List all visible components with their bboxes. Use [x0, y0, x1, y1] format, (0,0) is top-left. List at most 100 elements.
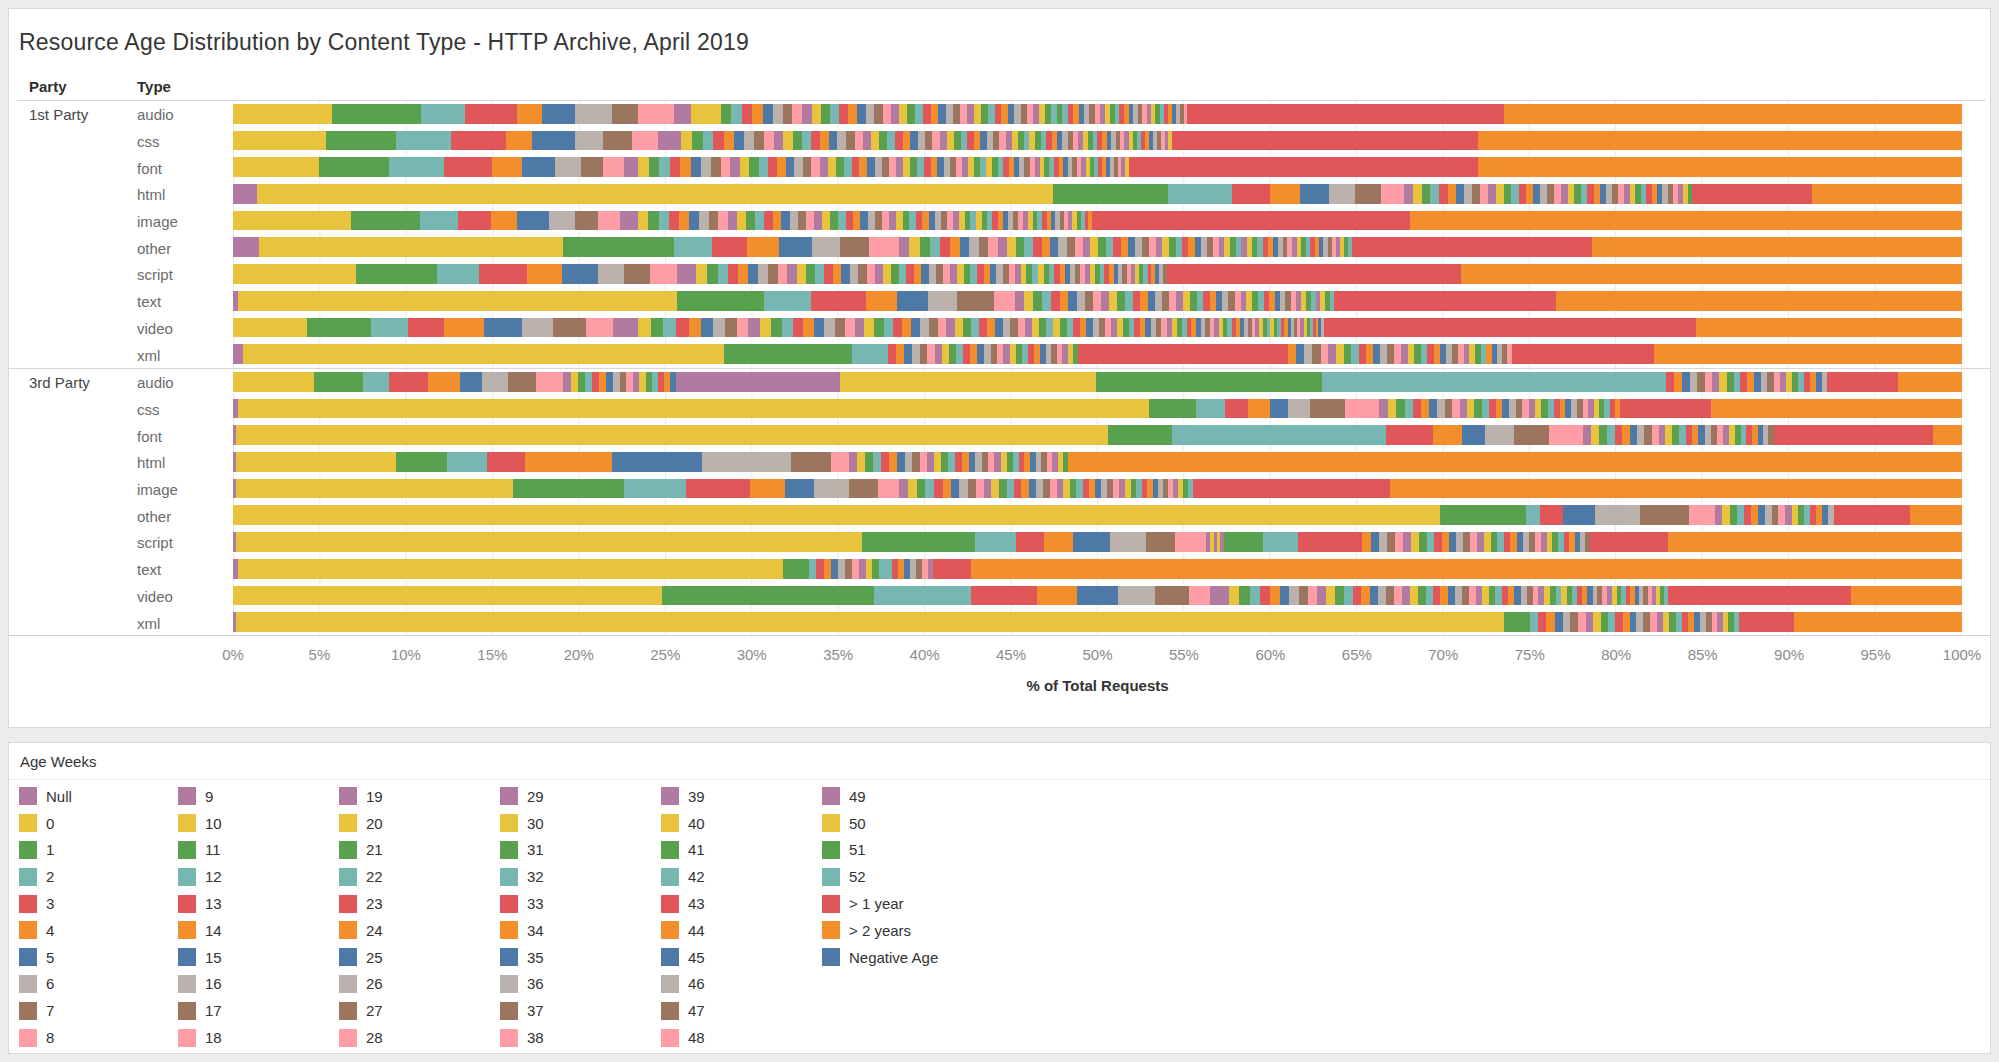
bar-segment[interactable]: [846, 131, 854, 151]
bar-segment[interactable]: [1060, 318, 1067, 338]
bar-segment[interactable]: [1039, 318, 1046, 338]
bar-segment[interactable]: [1404, 184, 1413, 204]
bar-segment[interactable]: [1898, 372, 1962, 392]
bar-segment[interactable]: [586, 318, 614, 338]
bar-segment[interactable]: [709, 211, 719, 231]
bar-segment[interactable]: [1504, 184, 1512, 204]
bar-segment[interactable]: [1456, 184, 1464, 204]
bar-segment[interactable]: [1502, 399, 1509, 419]
legend-item[interactable]: 26: [339, 971, 383, 998]
bar-segment[interactable]: [1033, 291, 1042, 311]
bar-segment[interactable]: [1335, 586, 1344, 606]
bar-segment[interactable]: [857, 104, 866, 124]
bar-segment[interactable]: [963, 344, 970, 364]
bar-segment[interactable]: [971, 318, 979, 338]
bar-segment[interactable]: [1463, 532, 1470, 552]
bar-segment[interactable]: [689, 318, 701, 338]
bar-segment[interactable]: [938, 104, 945, 124]
bar-segment[interactable]: [1042, 291, 1051, 311]
bar-segment[interactable]: [1370, 586, 1378, 606]
bar-segment[interactable]: [1758, 505, 1765, 525]
bar-segment[interactable]: [787, 264, 796, 284]
bar-segment[interactable]: [1037, 586, 1077, 606]
bar-segment[interactable]: [897, 452, 905, 472]
bar-segment[interactable]: [1190, 291, 1197, 311]
bar-segment[interactable]: [1665, 425, 1672, 445]
legend-item[interactable]: 18: [178, 1024, 222, 1051]
bar-segment[interactable]: [1526, 184, 1533, 204]
bar-segment[interactable]: [1469, 586, 1476, 606]
bar-segment[interactable]: [1373, 344, 1380, 364]
bar-segment[interactable]: [811, 157, 819, 177]
bar-segment[interactable]: [984, 479, 992, 499]
bar-segment[interactable]: [1595, 505, 1640, 525]
bar-segment[interactable]: [887, 131, 895, 151]
bar-segment[interactable]: [1445, 399, 1453, 419]
bar-segment[interactable]: [1058, 237, 1066, 257]
bar-segment[interactable]: [1705, 372, 1712, 392]
bar-segment[interactable]: [585, 372, 592, 392]
bar-segment[interactable]: [746, 211, 755, 231]
legend-item[interactable]: 41: [661, 837, 705, 864]
bar-segment[interactable]: [1010, 318, 1017, 338]
bar-segment[interactable]: [849, 452, 857, 472]
bar-segment[interactable]: [1509, 399, 1516, 419]
bar-segment[interactable]: [785, 479, 814, 499]
bar-segment[interactable]: [950, 264, 957, 284]
bar-segment[interactable]: [1578, 612, 1586, 632]
bar-segment[interactable]: [620, 211, 637, 231]
bar-segment[interactable]: [1623, 612, 1630, 632]
bar-segment[interactable]: [1288, 399, 1310, 419]
bar-segment[interactable]: [816, 559, 823, 579]
bar-segment[interactable]: [1068, 452, 1962, 472]
bar-segment[interactable]: [896, 211, 903, 231]
row-label-type[interactable]: xml: [137, 614, 160, 631]
bar-segment[interactable]: [1270, 184, 1299, 204]
bar-segment[interactable]: [371, 318, 407, 338]
bar-segment[interactable]: [782, 318, 793, 338]
bar-segment[interactable]: [1754, 372, 1761, 392]
bar-segment[interactable]: [1288, 344, 1296, 364]
bar-segment[interactable]: [902, 318, 911, 338]
bar-segment[interactable]: [931, 104, 939, 124]
bar-segment[interactable]: [995, 318, 1003, 338]
bar-segment[interactable]: [581, 157, 603, 177]
legend-item[interactable]: 49: [822, 783, 938, 810]
bar-segment[interactable]: [728, 211, 737, 231]
bar-segment[interactable]: [650, 264, 678, 284]
bar-segment[interactable]: [1014, 479, 1021, 499]
bar-segment[interactable]: [811, 291, 866, 311]
legend-item[interactable]: 39: [661, 783, 705, 810]
bar-segment[interactable]: [689, 211, 699, 231]
bar-segment[interactable]: [1175, 532, 1206, 552]
bar-segment[interactable]: [875, 157, 882, 177]
bar-segment[interactable]: [764, 131, 774, 151]
legend-item[interactable]: 9: [178, 783, 222, 810]
bar-segment[interactable]: [932, 131, 939, 151]
bar-segment[interactable]: [1740, 372, 1747, 392]
bar-segment[interactable]: [428, 372, 459, 392]
legend-item[interactable]: 3: [19, 890, 72, 917]
bar-segment[interactable]: [962, 452, 969, 472]
bar-segment[interactable]: [1032, 318, 1039, 338]
bar-segment[interactable]: [1366, 344, 1373, 364]
bar-segment[interactable]: [1007, 237, 1016, 257]
bar-segment[interactable]: [837, 131, 846, 151]
bar-segment[interactable]: [1387, 532, 1395, 552]
legend-item[interactable]: Negative Age: [822, 944, 938, 971]
bar-segment[interactable]: [1650, 612, 1657, 632]
bar-segment[interactable]: [920, 318, 929, 338]
bar-segment[interactable]: [1519, 184, 1526, 204]
bar-segment[interactable]: [724, 344, 852, 364]
bar-segment[interactable]: [1452, 399, 1460, 419]
bar-segment[interactable]: [1737, 505, 1744, 525]
row-label-type[interactable]: html: [137, 454, 165, 471]
bar-segment[interactable]: [1480, 184, 1488, 204]
bar-segment[interactable]: [1162, 291, 1169, 311]
bar-segment[interactable]: [822, 211, 830, 231]
bar-segment[interactable]: [812, 237, 840, 257]
bar-segment[interactable]: [957, 291, 993, 311]
bar-segment[interactable]: [928, 291, 957, 311]
bar-segment[interactable]: [1437, 399, 1445, 419]
bar-segment[interactable]: [967, 104, 974, 124]
